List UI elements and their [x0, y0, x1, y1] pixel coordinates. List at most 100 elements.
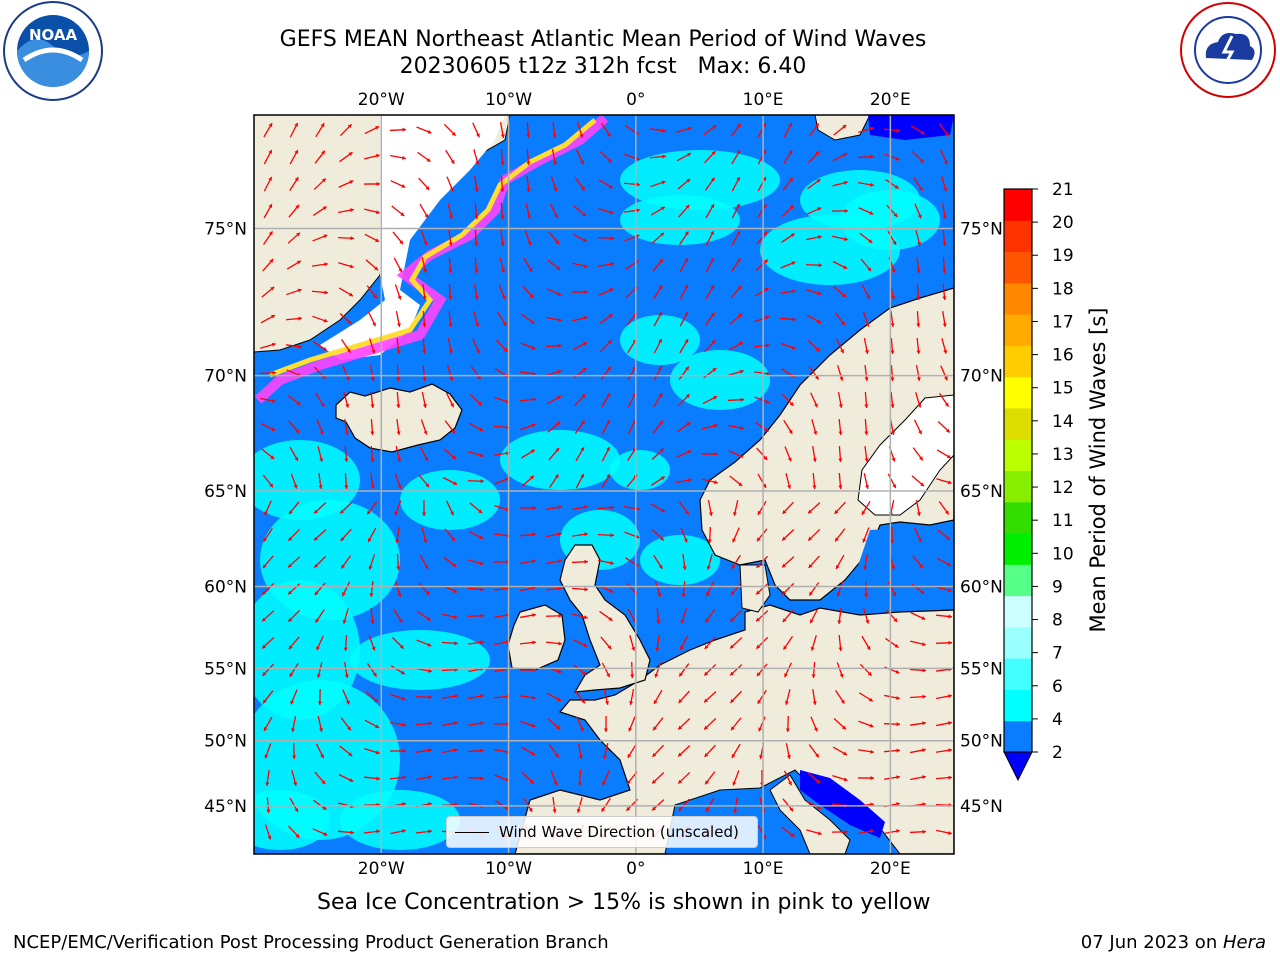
wave-direction-arrowhead	[757, 510, 762, 515]
wave-direction-arrowhead	[288, 645, 293, 650]
wave-direction-arrowhead	[766, 343, 770, 348]
wave-direction-arrowhead	[681, 593, 686, 597]
wave-direction-arrowhead	[450, 511, 454, 516]
wave-direction-arrowhead	[866, 295, 870, 300]
colorbar-tick-label: 4	[1052, 710, 1063, 730]
wave-direction-arrowhead	[265, 782, 270, 786]
wave-direction-arrowhead	[581, 699, 585, 704]
wave-direction-arrowhead	[580, 420, 585, 425]
wave-period-patch	[500, 430, 620, 490]
wave-direction-arrowhead	[714, 451, 718, 457]
wave-direction-arrowhead	[553, 187, 558, 192]
wave-direction-arrowhead	[583, 264, 588, 269]
wave-direction-arrowhead	[841, 725, 846, 730]
wave-direction-arrowhead	[503, 347, 508, 352]
greenland-ice	[320, 115, 505, 360]
wave-direction-arrowhead	[730, 671, 735, 676]
wave-direction-arrowhead	[635, 156, 640, 161]
wave-direction-arrowhead	[422, 323, 427, 327]
wave-direction-arrowhead	[686, 422, 691, 427]
wave-direction-arrowhead	[296, 232, 300, 237]
lat-tick-label-left: 70°N	[204, 367, 247, 387]
wave-direction-arrowhead	[530, 319, 535, 324]
colorbar-tick-label: 16	[1052, 346, 1074, 366]
legend-label: Wind Wave Direction (unscaled)	[499, 823, 739, 841]
wave-direction-arrowhead	[579, 727, 584, 732]
wave-direction-arrowhead	[294, 149, 298, 154]
wave-direction-arrowhead	[922, 829, 926, 834]
wave-direction-arrowhead	[428, 775, 432, 780]
wave-direction-arrowhead	[738, 341, 743, 346]
wave-direction-arrowhead	[608, 314, 613, 319]
wave-direction-arrowhead	[423, 430, 428, 435]
wave-direction-arrowhead	[610, 505, 614, 510]
wave-direction-arrowhead	[344, 431, 349, 435]
wave-direction-arrowhead	[629, 701, 634, 705]
wave-direction-arrowhead	[630, 674, 635, 678]
wave-direction-arrowhead	[711, 151, 716, 156]
colorbar-segment	[1004, 345, 1032, 378]
wave-direction-arrowhead	[712, 368, 717, 372]
wave-direction-arrowhead	[556, 395, 561, 400]
wave-direction-arrowhead	[740, 425, 744, 430]
wave-direction-arrowhead	[740, 397, 744, 402]
wave-direction-arrowhead	[713, 396, 718, 400]
colorbar-segment	[1004, 501, 1032, 534]
colorbar-segment	[1004, 720, 1032, 753]
wave-direction-arrowhead	[864, 485, 870, 489]
wave-direction-arrowhead	[314, 536, 319, 541]
wave-direction-arrowhead	[731, 753, 736, 758]
wave-direction-arrowhead	[945, 510, 949, 515]
wave-direction-arrowhead	[896, 695, 900, 700]
wave-direction-arrowhead	[922, 721, 926, 726]
colorbar-segment	[1004, 564, 1032, 597]
wave-direction-arrowhead	[756, 672, 761, 677]
wave-direction-arrowhead	[632, 365, 636, 370]
wave-direction-arrowhead	[684, 258, 689, 263]
wave-direction-arrowhead	[687, 450, 692, 455]
wave-direction-arrowhead	[920, 590, 925, 594]
wave-direction-arrowhead	[730, 698, 735, 703]
map-legend: Wind Wave Direction (unscaled)	[446, 816, 758, 848]
wave-direction-arrowhead	[475, 322, 480, 327]
wave-direction-arrowhead	[401, 696, 406, 701]
wave-direction-arrowhead	[423, 241, 428, 246]
wave-direction-arrowhead	[268, 176, 272, 181]
wave-direction-arrowhead	[947, 588, 952, 593]
wave-direction-arrowhead	[810, 619, 814, 624]
wave-direction-arrowhead	[558, 343, 562, 348]
wave-direction-arrowhead	[948, 694, 952, 699]
wave-direction-arrowhead	[397, 592, 402, 597]
map-subtitle: 20230605 t12z 312h fcst Max: 6.40	[399, 54, 807, 79]
wave-direction-arrowhead	[396, 566, 401, 570]
wave-direction-arrowhead	[270, 286, 275, 291]
legend-line-sample	[455, 831, 489, 833]
wave-direction-arrowhead	[474, 188, 479, 192]
wave-direction-arrowhead	[890, 431, 895, 435]
wave-direction-arrowhead	[349, 778, 354, 782]
wave-period-patch	[620, 195, 740, 245]
map-title: GEFS MEAN Northeast Atlantic Mean Period…	[279, 27, 927, 52]
wave-direction-arrowhead	[502, 321, 507, 326]
wave-direction-arrowhead	[943, 376, 948, 381]
colorbar-tick-label: 14	[1052, 412, 1074, 432]
wave-direction-arrowhead	[428, 721, 432, 726]
wave-direction-arrowhead	[895, 156, 900, 161]
wave-direction-arrowhead	[428, 668, 432, 673]
wave-direction-arrowhead	[607, 645, 612, 650]
wave-direction-arrowhead	[942, 215, 947, 219]
wave-direction-arrowhead	[863, 566, 868, 570]
wave-direction-arrowhead	[426, 157, 431, 162]
wave-direction-arrowhead	[298, 344, 302, 349]
wave-direction-arrowhead	[532, 397, 536, 402]
wave-direction-arrowhead	[552, 161, 557, 165]
wave-direction-arrowhead	[269, 483, 273, 488]
wave-direction-arrowhead	[480, 640, 484, 645]
wave-direction-arrowhead	[704, 752, 709, 757]
wave-direction-arrowhead	[789, 177, 793, 182]
wave-direction-arrowhead	[580, 473, 584, 478]
wave-direction-arrowhead	[396, 377, 401, 381]
wave-direction-arrowhead	[262, 564, 267, 569]
wave-direction-arrowhead	[838, 404, 843, 408]
wave-direction-arrowhead	[944, 132, 949, 137]
